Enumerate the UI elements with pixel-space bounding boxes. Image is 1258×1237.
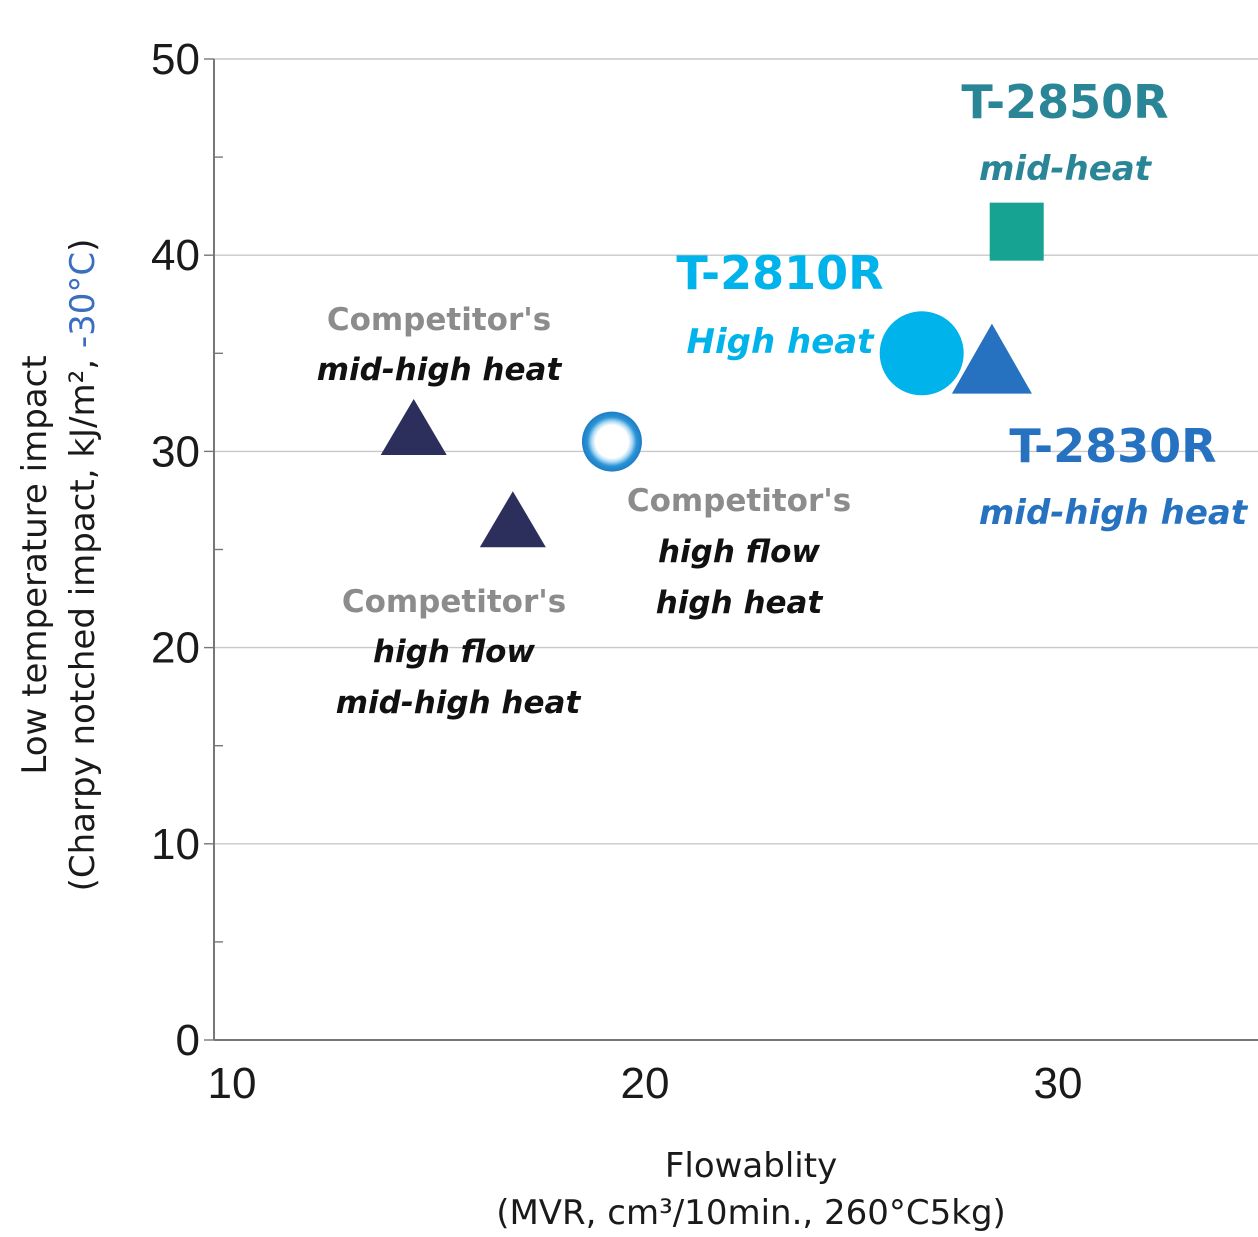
competitor-2-sublabel-1: high flow [373,634,535,670]
t2850r-sublabel: mid-heat [979,149,1153,189]
x-tick-label-30: 30 [1034,1059,1083,1108]
competitor-1-sublabel: mid-high heat [317,352,563,388]
point-2-circle [879,311,964,396]
data-points [380,202,1044,548]
x-tick-label-20: 20 [621,1059,670,1108]
competitor-3-sublabel-2: high heat [656,585,824,621]
competitor-3-sublabel-1: high flow [658,534,820,570]
t2830r-label: T-2830R [1009,419,1216,473]
x-axis-subtitle: (MVR, cm³/10min., 260°C5kg) [496,1193,1006,1233]
x-axis-title: Flowablity [665,1146,837,1186]
point-5-triangle [479,491,546,548]
y-tick-label-30: 30 [151,427,200,476]
competitor-1-label: Competitor's [327,302,551,338]
y-tick-label-20: 20 [151,624,200,673]
y-axis-subtitle: (Charpy notched impact, kJ/m², -30°C) [63,239,103,892]
point-4-triangle [380,399,447,456]
y-tick-label-50: 50 [151,35,200,84]
y-tick-label-40: 40 [151,231,200,280]
competitor-2-label: Competitor's [342,584,566,620]
x-tick-label-10: 10 [208,1059,257,1108]
y-axis-subtitle-highlight: -30°C [63,252,103,348]
point-6-ring [581,411,642,472]
point-1-square [989,202,1044,261]
competitor-3-label: Competitor's [627,483,851,519]
y-tick-label-10: 10 [151,820,200,869]
t2810r-sublabel: High heat [687,322,876,362]
point-3-triangle [951,323,1032,394]
t2830r-sublabel: mid-high heat [979,493,1249,533]
t2850r-label: T-2850R [961,75,1168,129]
competitor-2-sublabel-2: mid-high heat [336,685,582,721]
axes [213,59,1258,1041]
y-axis-subtitle-end: ) [63,239,103,252]
t2810r-label: T-2810R [676,246,883,300]
y-axis-title: Low temperature impact [15,355,55,774]
y-tick-label-0: 0 [176,1016,200,1065]
y-axis-subtitle-main: (Charpy notched impact, kJ/m², [63,348,103,891]
